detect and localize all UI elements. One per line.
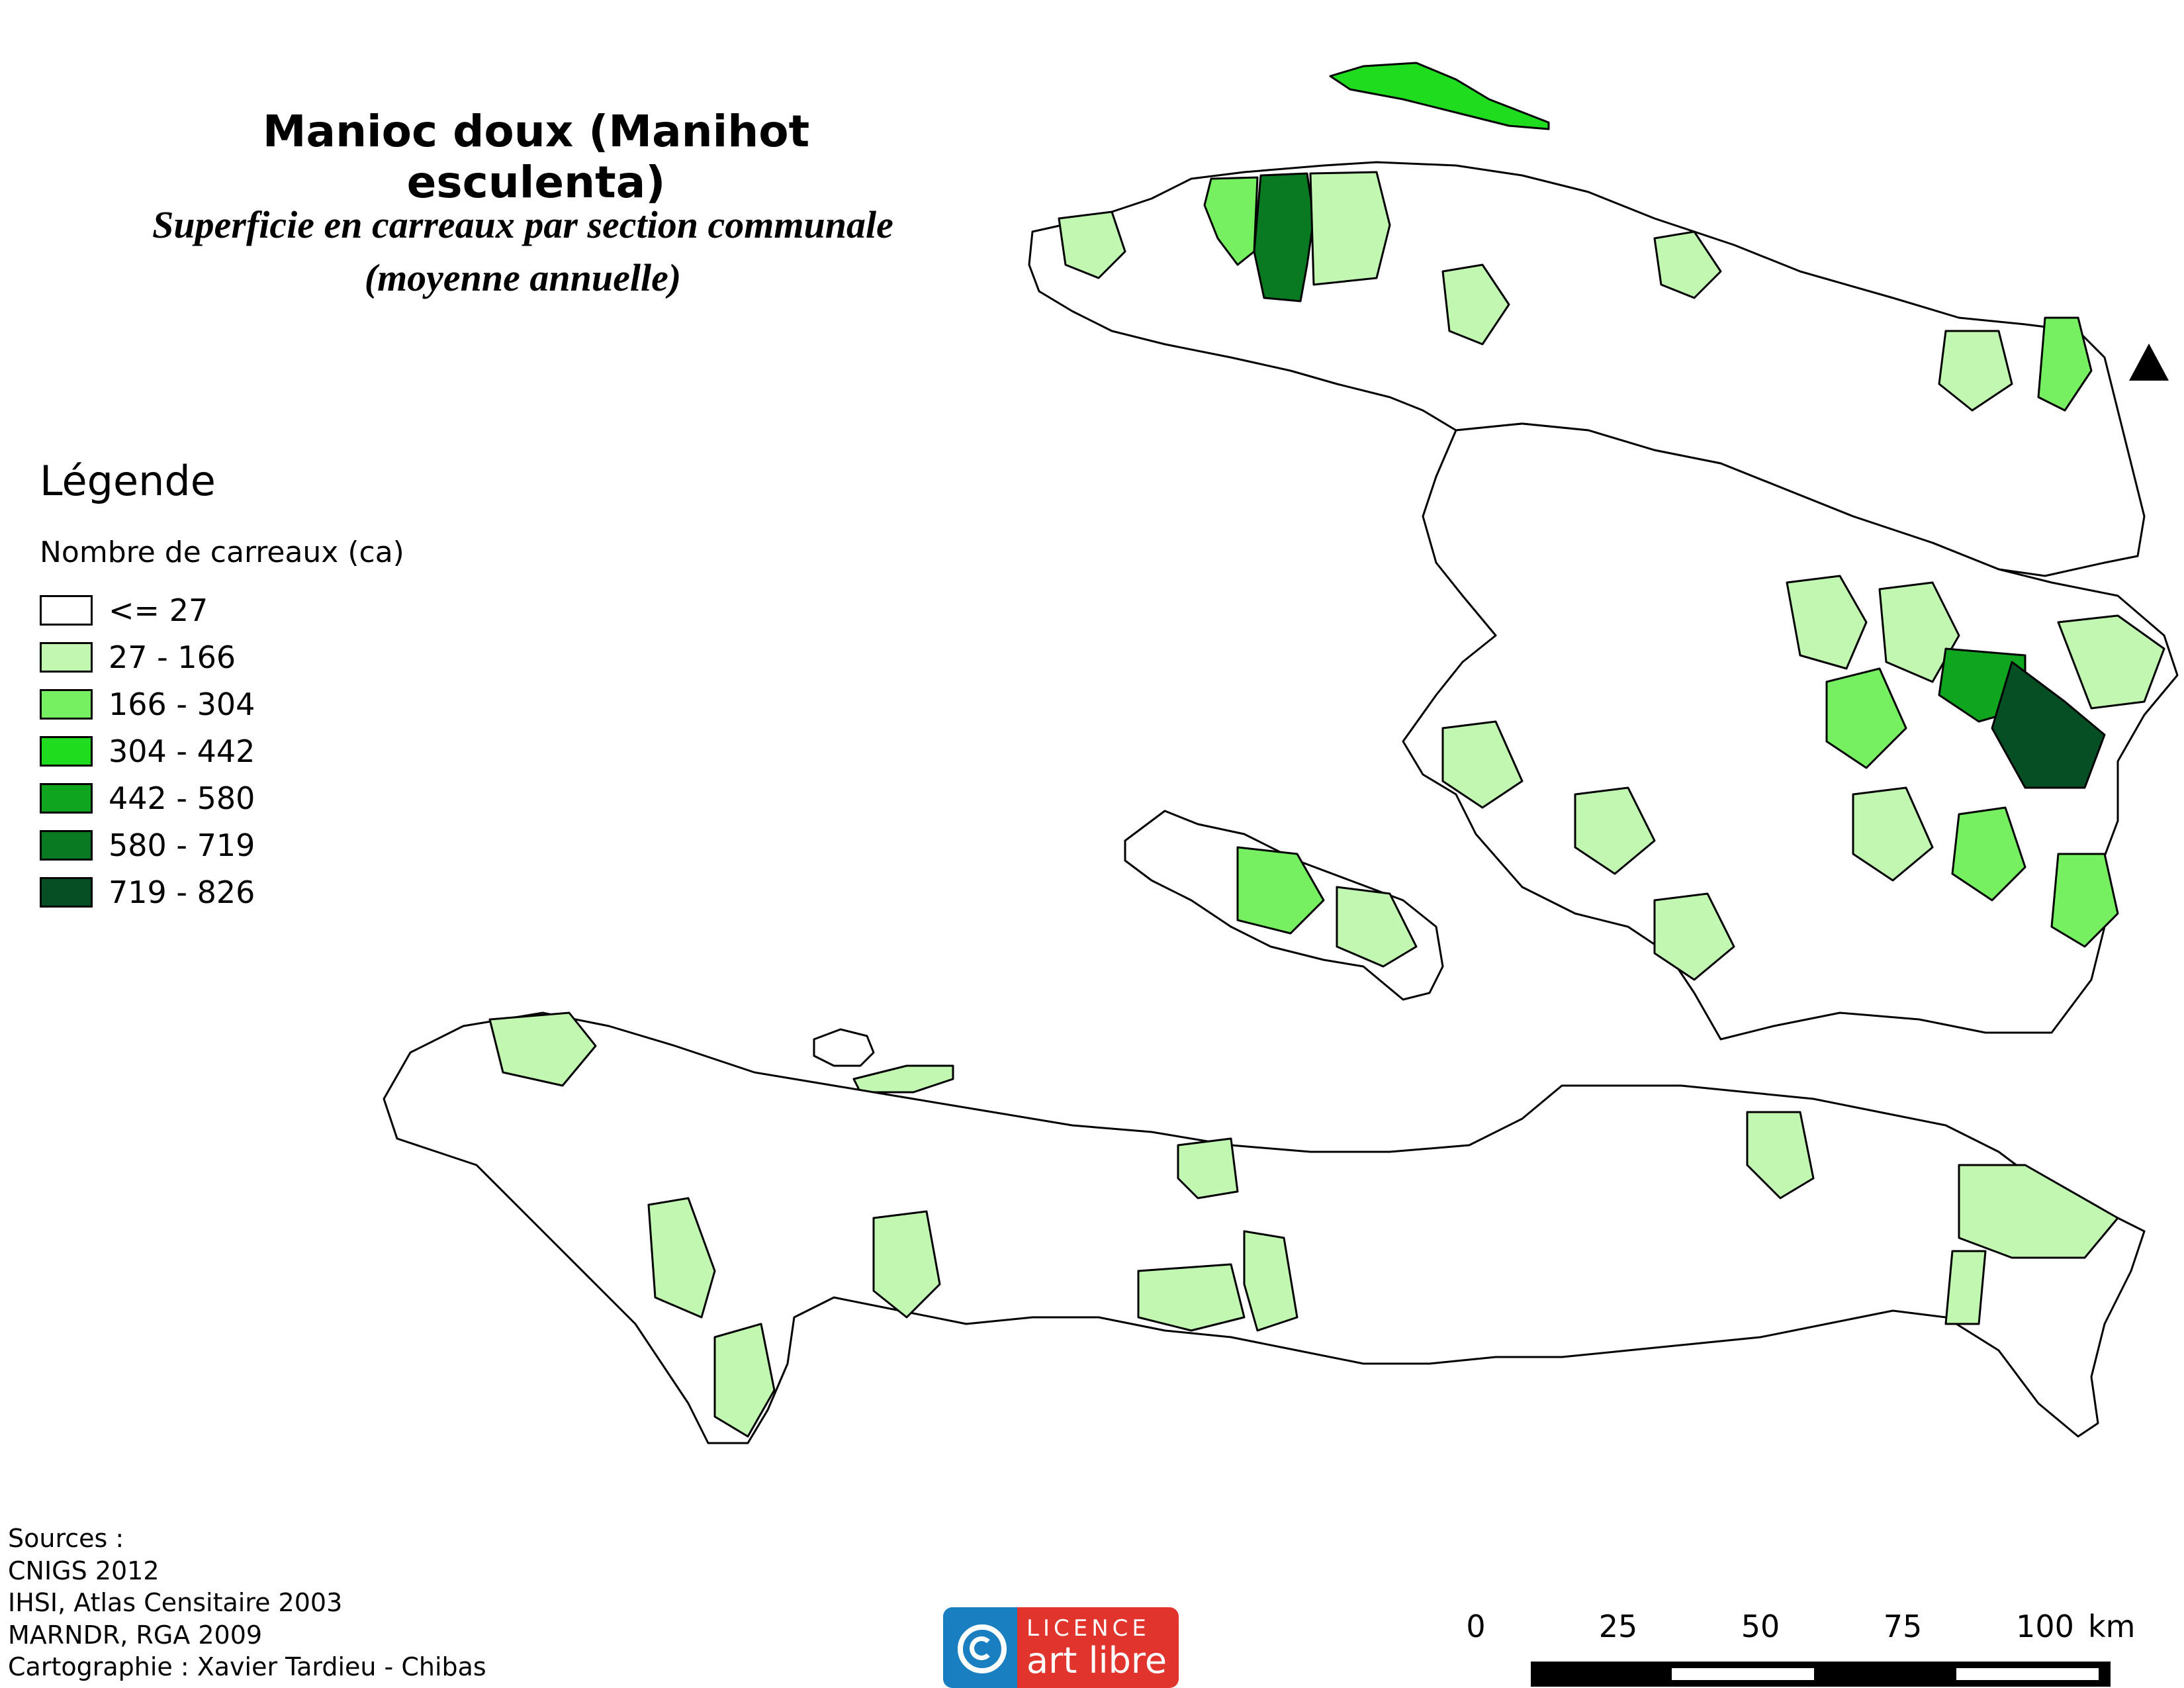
region-south-light-2 [647,1197,716,1319]
region-center-light-8 [1441,720,1524,809]
legend-swatch [40,594,93,626]
region-north-light-4 [1441,263,1510,346]
map-regions [383,62,2179,1444]
region-south-light-1 [488,1011,597,1087]
legend-label: 442 - 580 [109,780,255,816]
region-north-light-1 [1203,176,1259,266]
map-title: Manioc doux (Manihot esculenta) [262,106,810,208]
region-center-light-1 [1786,575,1868,670]
region-south-light-8 [1958,1164,2119,1259]
legend-row: 719 - 826 [40,868,503,915]
subtitle-line-2: (moyenne annuelle) [364,256,682,299]
legend-row: 166 - 304 [40,680,503,727]
region-north-light-5 [1653,230,1722,299]
region-center-light-5 [1951,806,2026,902]
legend-row: 580 - 719 [40,821,503,868]
scale-label: 25 [1598,1609,1638,1644]
legend-swatch [40,829,93,861]
region-center-light-6 [2050,853,2119,948]
legend-swatch [40,782,93,814]
region-south-light-5 [1137,1263,1246,1332]
legend-label: 719 - 826 [109,874,255,910]
scale-bar-graphic [1531,1662,2111,1687]
license-circle-icon [943,1607,1017,1688]
sources-block: Sources : CNIGS 2012 IHSI, Atlas Censita… [8,1523,486,1683]
legend-row: 27 - 166 [40,633,503,680]
scale-label: 50 [1741,1609,1780,1644]
sources-heading: Sources : [8,1524,124,1553]
source-line: Cartographie : Xavier Tardieu - Chibas [8,1652,486,1681]
license-text: LICENCE art libre [1017,1607,1179,1688]
region-island-small [852,1064,954,1094]
region-center-light-10 [1653,892,1735,981]
legend-label: 304 - 442 [109,733,255,769]
region-center-light-3 [1825,667,1907,769]
legend-swatch [40,688,93,720]
region-north-light-2 [1309,171,1391,286]
scale-label: 0 [1466,1609,1486,1644]
license-logo[interactable]: LICENCE art libre [943,1607,1179,1688]
scale-label: 75 [1883,1609,1923,1644]
region-center-dark-2 [1991,661,2106,789]
source-line: IHSI, Atlas Censitaire 2003 [8,1588,343,1617]
region-north-light-3 [1058,211,1126,279]
legend-swatch [40,876,93,908]
region-cayemites [813,1028,875,1067]
north-arrow-icon [2129,344,2169,381]
region-south-light-4 [872,1210,941,1319]
legend-row: <= 27 [40,586,503,633]
legend-label: <= 27 [109,592,208,628]
scale-label: 100 [2016,1609,2074,1644]
legend-title: Légende [40,457,216,505]
region-north-light-6 [2037,316,2093,412]
legend-label: 27 - 166 [109,639,236,675]
license-bottom-label: art libre [1026,1640,1167,1681]
scale-bar: 0 25 50 75 100 km [1456,1609,2135,1687]
legend-row: 304 - 442 [40,727,503,774]
region-south-light-6 [1243,1230,1298,1332]
license-top-label: LICENCE [1026,1615,1150,1642]
region-north-light-7 [1938,330,2013,412]
region-center-light-4 [2057,614,2165,710]
source-line: CNIGS 2012 [8,1556,159,1585]
region-gonave-light-1 [1236,846,1325,935]
legend-classes: <= 27 27 - 166 166 - 304 304 - 442 442 -… [40,586,503,915]
legend-subtitle: Nombre de carreaux (ca) [40,536,404,569]
legend-label: 580 - 719 [109,827,255,863]
region-tortuga [1329,62,1550,130]
legend: Légende Nombre de carreaux (ca) <= 27 27… [40,457,503,915]
map-subtitle: Superficie en carreaux par section commu… [79,199,966,305]
legend-swatch [40,641,93,673]
region-south-light-3 [713,1323,776,1438]
region-center-light-7 [1852,786,1934,882]
scale-unit: km [2088,1609,2136,1644]
region-center-light-9 [1574,786,1656,875]
subtitle-line-1: Superficie en carreaux par section commu… [152,203,893,246]
region-gonave-light-2 [1336,886,1418,968]
legend-row: 442 - 580 [40,774,503,821]
legend-swatch [40,735,93,767]
region-north-dark-1 [1253,172,1315,303]
region-south-light-9 [1944,1250,1987,1325]
source-line: MARNDR, RGA 2009 [8,1620,263,1650]
legend-label: 166 - 304 [109,686,255,722]
region-south-light-7 [1746,1111,1815,1199]
region-south-light-10 [1177,1137,1239,1199]
region-south [383,1011,2146,1444]
